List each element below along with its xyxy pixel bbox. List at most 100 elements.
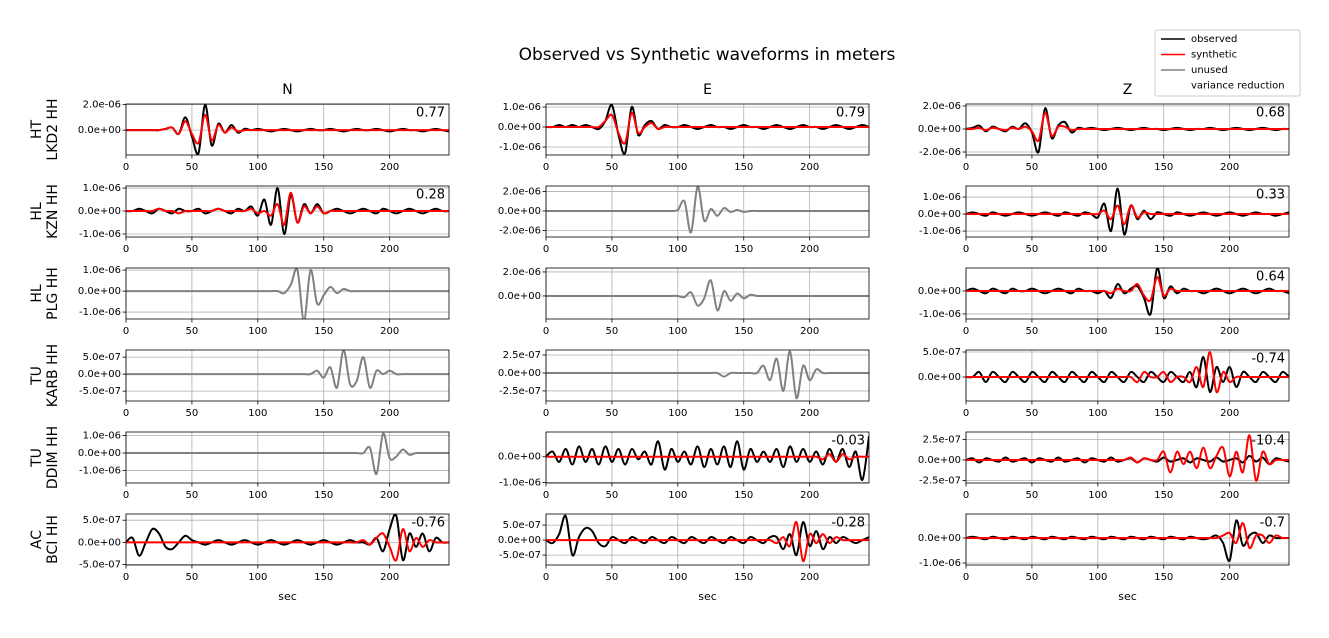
x-tick-label: 0 [123,326,129,337]
waveform [546,279,869,312]
x-axis-label: sec [698,590,717,603]
x-tick-label: 0 [963,326,969,337]
variance-reduction: -10.4 [1251,434,1285,449]
axes-frame [545,267,870,320]
x-tick-label: 50 [186,244,199,255]
x-tick-label: 50 [606,244,619,255]
y-tick-label: 2.5e-07 [923,434,961,445]
x-tick-label: 200 [380,572,399,583]
x-tick-label: 100 [1088,162,1107,173]
x-tick-label: 200 [380,408,399,419]
axes-frame [965,431,1290,484]
y-tick-label: 2.5e-07 [503,350,541,361]
x-tick-label: 0 [963,408,969,419]
axes-frame [125,185,450,238]
subplot: 0 50 100 150 200 2.0e-06 0.0e+00 [498,267,870,337]
axes-frame [965,349,1290,402]
y-tick-label: 0.0e+00 [918,533,961,544]
x-tick-label: 200 [1220,408,1239,419]
y-tick-label: -5.0e-07 [79,560,121,571]
x-tick-label: 150 [314,162,333,173]
axes-frame [125,513,450,566]
station-label: HL [29,202,45,221]
waveform [546,350,869,400]
waveform [966,204,1289,226]
x-tick-label: 150 [1154,162,1173,173]
waveform [966,521,1289,550]
x-tick-label: 50 [1026,326,1039,337]
y-tick-label: 0.0e+00 [918,124,961,135]
subplot: 0 50 100 150 200 2.0e-06 0.0e+00 0.77 [78,100,450,173]
y-tick-label: 0.0e+00 [918,286,961,297]
x-tick-label: 0 [123,490,129,501]
x-tick-label: 200 [1220,244,1239,255]
x-tick-label: 0 [963,162,969,173]
x-tick-label: 150 [734,490,753,501]
y-tick-label: -1.0e-06 [79,466,121,477]
x-tick-label: 0 [123,572,129,583]
x-tick-label: 100 [248,326,267,337]
axes-frame [125,103,450,156]
variance-reduction: 0.79 [836,106,865,121]
x-tick-label: 0 [543,244,549,255]
subplot: 0 50 100 150 200 5.0e-07 0.0e+00 -5.0e-07 [78,349,450,419]
x-tick-label: 150 [734,162,753,173]
variance-reduction: -0.74 [1251,352,1285,367]
subplot: 0 50 100 150 200 2.5e-07 0.0e+00 -2.5e-07 [498,349,870,419]
waveform [126,268,449,319]
station-label: KARB HH [45,344,61,407]
x-tick-label: 200 [1220,572,1239,583]
axes-frame [545,513,870,566]
station-label: DDIM HH [45,426,61,489]
station-label: PLG HH [45,267,61,320]
y-tick-label: -1.0e-06 [499,477,541,488]
x-tick-label: 150 [1154,244,1173,255]
station-label: HL [29,284,45,303]
subplot: 0 50 100 150 200 5.0e-07 0.0e+00 -5.0e-07 -0.28 s… [498,513,870,603]
y-tick-label: 1.0e-06 [83,183,121,194]
variance-reduction: 0.33 [1256,188,1285,203]
x-tick-label: 50 [606,326,619,337]
legend-label: observed [1191,34,1237,45]
y-tick-label: 1.0e-06 [503,102,541,113]
y-tick-label: -1.0e-06 [919,309,961,320]
waveform [966,434,1289,482]
subplot: 0 50 100 150 200 0.0e+00 -1.0e-06 -0.03 [498,431,870,501]
x-tick-label: 200 [800,490,819,501]
x-tick-label: 150 [314,572,333,583]
x-tick-label: 0 [543,326,549,337]
subplot: 0 50 100 150 200 1.0e-06 0.0e+00 -1.0e-06 0.79 [498,102,870,173]
waveform [126,432,449,476]
subplot: 0 50 100 150 200 0.0e+00 -1.0e-06 -0.7 sec [918,513,1290,603]
axes-frame [125,267,450,320]
y-tick-label: 0.0e+00 [498,535,541,546]
subplot: 0 50 100 150 200 1.0e-06 0.0e+00 -1.0e-06 0.28 [78,183,450,255]
waveform [546,435,869,481]
x-tick-label: 100 [248,572,267,583]
x-tick-label: 0 [543,490,549,501]
x-tick-label: 150 [734,244,753,255]
axes-frame [545,431,870,484]
y-tick-label: 0.0e+00 [498,122,541,133]
station-label: TU [29,366,45,386]
x-tick-label: 100 [248,162,267,173]
x-tick-label: 100 [1088,326,1107,337]
y-tick-label: 1.0e-06 [83,265,121,276]
y-tick-label: 5.0e-07 [83,515,121,526]
y-tick-label: 0.0e+00 [498,368,541,379]
x-tick-label: 50 [1026,162,1039,173]
subplot: 0 50 100 150 200 5.0e-07 0.0e+00 -5.0e-07 -0.76 s… [78,513,450,603]
legend-label: synthetic [1191,50,1237,61]
waveform [966,111,1289,143]
waveform [966,350,1289,394]
x-tick-label: 0 [963,490,969,501]
y-tick-label: 0.0e+00 [498,291,541,302]
station-label: HT [29,120,45,140]
y-tick-label: 2.0e-06 [503,267,541,278]
x-tick-label: 200 [800,244,819,255]
x-tick-label: 0 [123,244,129,255]
waveform [546,186,869,234]
y-tick-label: -1.0e-06 [919,558,961,569]
waveform [126,113,449,145]
